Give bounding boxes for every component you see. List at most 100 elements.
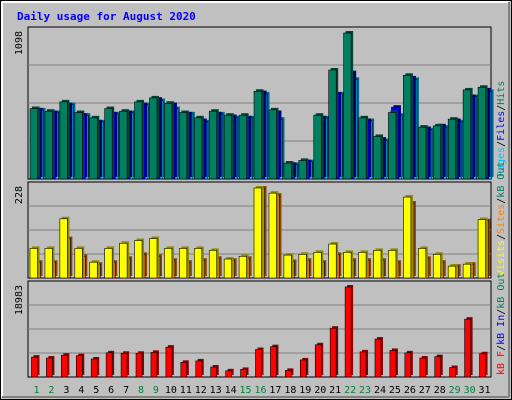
panel-hits-bar-hits-12: [193, 115, 204, 180]
panel-visits-bar-visits-7: [119, 241, 130, 279]
day-label-3: 3: [63, 385, 69, 396]
panel-kb-bar-kb-f-26-face: [404, 352, 412, 378]
panel-kb-bar-kb-f-1-face: [31, 356, 38, 378]
panel-visits-bar-visits-26: [403, 195, 413, 279]
panel-hits-bar-hits-8: [134, 99, 145, 180]
panel-visits-bar-visits-12: [193, 246, 204, 279]
panel-visits-bar-visits-16-face: [253, 187, 262, 279]
panel-hits-bar-hits-15-face: [238, 114, 247, 180]
panel-kb-bar-kb-f-2: [46, 356, 55, 378]
panel-hits-bar-hits-28-face: [432, 125, 442, 180]
panel-kb-bar-kb-f-18-face: [285, 370, 292, 378]
panel-hits-bar-hits-10-face: [164, 102, 173, 180]
panel-hits-bar-hits-26: [403, 73, 413, 180]
panel-hits-bar-hits-4-face: [74, 112, 83, 180]
panel-visits-bar-visits-9-face: [149, 238, 158, 279]
panel-visits-bar-visits-30: [462, 262, 473, 279]
panel-hits-bar-hits-9-face: [149, 97, 158, 180]
panel-kb-legend-item-1: /: [496, 345, 507, 351]
day-label-1: 1: [33, 385, 39, 396]
day-label-23: 23: [359, 385, 371, 396]
panel-hits-bar-hits-30: [462, 87, 473, 180]
day-label-4: 4: [78, 385, 84, 396]
panel-kb-bar-kb-f-21: [329, 326, 339, 378]
panel-hits-bar-hits-19-face: [298, 160, 307, 180]
panel-kb-bar-kb-f-12-face: [195, 360, 203, 378]
panel-hits-bar-hits-26-face: [403, 74, 412, 180]
panel-kb-bar-kb-f-11-face: [180, 362, 188, 378]
panel-hits-bar-hits-6-face: [104, 108, 113, 180]
day-label-10: 10: [165, 385, 177, 396]
panel-kb-bar-kb-f-29-face: [449, 367, 456, 378]
panel-kb-bar-kb-f-8-face: [135, 352, 143, 378]
panel-visits-bar-visits-11-face: [179, 248, 188, 279]
panel-visits-bar-visits-26-face: [403, 196, 412, 279]
day-label-2: 2: [48, 385, 54, 396]
panel-hits-legend-item-4: Hits: [496, 81, 507, 105]
panel-visits-bar-visits-29: [447, 264, 458, 279]
panel-visits-bar-visits-10-face: [164, 248, 173, 279]
panel-hits-bar-hits-20: [313, 113, 324, 180]
day-label-17: 17: [269, 385, 281, 396]
panel-visits-axis-max-label: 228: [14, 186, 25, 204]
panel-visits-bar-visits-10: [164, 246, 174, 279]
panel-visits-bar-visits-23-face: [358, 252, 367, 279]
panel-hits-legend: Pages/Files/Hits: [496, 81, 507, 177]
panel-visits-bar-visits-31: [477, 217, 488, 279]
day-label-25: 25: [389, 385, 401, 396]
panel-hits-bar-hits-11: [179, 110, 189, 180]
panel-visits-bar-visits-15-face: [238, 255, 247, 279]
panel-kb-bar-kb-f-14-face: [225, 370, 232, 378]
panel-visits-bar-visits-17: [268, 191, 279, 279]
panel-visits-bar-visits-9: [149, 236, 159, 279]
panel-kb-bar-kb-f-5: [90, 356, 100, 378]
panel-kb-bar-kb-f-27-face: [419, 357, 427, 378]
panel-hits-bar-hits-31-face: [477, 86, 486, 180]
panel-visits-bar-visits-18-face: [283, 254, 292, 279]
panel-hits-bar-hits-4: [74, 110, 85, 180]
panel-hits-bar-hits-7-face: [119, 110, 128, 180]
panel-visits-bar-visits-6-face: [104, 248, 113, 279]
day-label-20: 20: [314, 385, 326, 396]
panel-kb-axis-max-label: 18983: [14, 285, 25, 315]
panel-visits-bar-visits-7-face: [119, 242, 128, 279]
panel-visits-bar-visits-6: [104, 246, 115, 279]
panel-kb-legend-item-3: /: [496, 309, 507, 315]
panel-hits-bar-hits-17-face: [268, 109, 277, 180]
day-label-24: 24: [374, 385, 386, 396]
panel-kb-bar-kb-f-7-face: [120, 352, 128, 378]
panel-hits-bar-hits-1-face: [29, 108, 38, 180]
day-label-9: 9: [153, 385, 159, 396]
panel-visits-bar-visits-3: [59, 216, 70, 279]
panel-hits-bar-hits-14: [223, 113, 234, 180]
panel-hits-bar-hits-23: [358, 115, 369, 180]
panel-hits-bar-hits-29-face: [447, 118, 456, 180]
panel-hits-bar-hits-13: [208, 109, 219, 180]
panel-kb-bar-kb-f-16-face: [255, 349, 262, 378]
panel-kb-bar-kb-f-23: [359, 349, 369, 378]
panel-hits-bar-hits-5-face: [89, 117, 98, 180]
panel-kb-bar-kb-f-25-face: [389, 350, 397, 378]
panel-visits-bar-visits-24: [373, 248, 384, 279]
panel-visits-bar-visits-28-face: [432, 254, 442, 279]
panel-hits-bar-hits-14-face: [223, 114, 232, 180]
panel-hits-bar-hits-27-face: [418, 126, 427, 180]
panel-kb-bar-kb-f-8: [135, 351, 145, 378]
panel-visits-bar-visits-5: [89, 260, 100, 279]
panel-kb-bar-kb-f-6-face: [105, 352, 113, 378]
panel-kb-legend-item-0: kB F: [496, 351, 507, 375]
panel-kb-bar-kb-f-1: [31, 355, 40, 378]
day-label-16: 16: [254, 385, 266, 396]
day-label-26: 26: [404, 385, 416, 396]
panel-kb-bar-kb-f-28: [434, 354, 443, 378]
panel-kb-bar-kb-f-22-face: [344, 286, 352, 378]
panel-kb-bar-kb-f-5-face: [90, 358, 98, 378]
panel-visits-legend: Visits/Sites/kB Out: [496, 162, 507, 276]
panel-kb-bar-kb-f-22: [344, 285, 354, 378]
panel-visits-legend-item-1: /: [496, 234, 507, 240]
panel-kb-bar-kb-f-19-face: [300, 359, 307, 378]
